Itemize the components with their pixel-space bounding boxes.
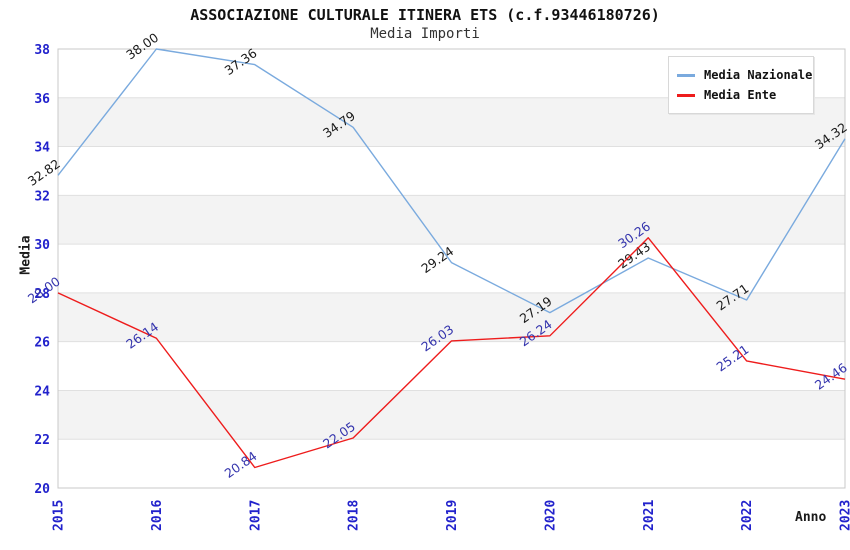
x-axis-title: Anno — [795, 510, 827, 525]
series-line — [57, 237, 846, 469]
plot-border — [57, 48, 846, 489]
plot-band — [58, 146, 845, 196]
y-tick-label: 30 — [34, 238, 50, 253]
y-tick-label: 32 — [34, 189, 50, 204]
y-tick-labels: 20 22 24 26 28 30 32 34 36 38 — [34, 43, 50, 497]
value-label: 32.82 — [25, 156, 63, 189]
y-tick-label: 22 — [34, 433, 50, 448]
legend-item: Media Ente — [677, 85, 807, 105]
legend-label: Media Ente — [704, 88, 777, 102]
y-tick-label: 34 — [34, 141, 50, 156]
legend-line-marker — [677, 73, 695, 77]
plot-band — [58, 292, 845, 342]
y-axis-title: Media — [18, 235, 34, 275]
plot-bands — [58, 49, 845, 488]
y-tick-label: 28 — [34, 287, 50, 302]
plot-band — [58, 390, 845, 440]
y-tick-label: 20 — [34, 482, 50, 497]
chart-subtitle: Media Importi — [370, 26, 480, 42]
x-tick-label: 2015 — [52, 500, 67, 531]
y-tick-label: 26 — [34, 336, 50, 351]
legend-line-marker — [677, 93, 695, 97]
chart-title: ASSOCIAZIONE CULTURALE ITINERA ETS (c.f.… — [190, 6, 660, 24]
plot-band — [58, 439, 845, 488]
x-tick-label: 2021 — [642, 500, 657, 531]
plot-band — [58, 195, 845, 245]
plot-band — [58, 244, 845, 293]
series-line — [57, 48, 846, 314]
x-tick-labels: 2015 2016 2017 2018 2019 2020 2021 2022 2023 — [52, 500, 850, 531]
x-tick-label: 2020 — [543, 500, 558, 531]
legend-item: Media Nazionale — [677, 65, 812, 85]
legend-label: Media Nazionale — [704, 68, 813, 82]
x-tick-label: 2023 — [839, 500, 850, 531]
x-tick-label: 2018 — [347, 500, 362, 531]
y-tick-label: 24 — [34, 384, 50, 399]
x-tick-label: 2016 — [150, 500, 165, 531]
legend: Media Nazionale Media Ente — [668, 56, 814, 114]
x-tick-label: 2019 — [445, 500, 460, 531]
x-tick-label: 2017 — [248, 500, 263, 531]
y-tick-label: 38 — [34, 43, 50, 58]
x-tick-label: 2022 — [740, 500, 755, 531]
y-tick-label: 36 — [34, 92, 50, 107]
